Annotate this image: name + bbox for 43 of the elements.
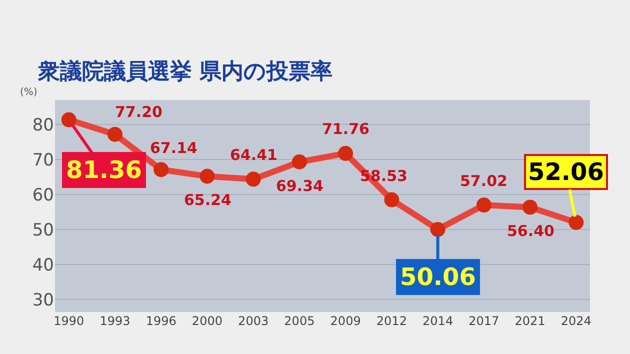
y-tick-label: 60 [32, 186, 54, 206]
x-tick-label: 1993 [100, 314, 130, 328]
text: 69.34 [276, 177, 324, 195]
x-tick-label: 2012 [376, 314, 407, 328]
point [568, 214, 584, 230]
x-tick-label: 2017 [468, 314, 500, 328]
x-tick-label: 2003 [238, 314, 269, 328]
point [246, 172, 261, 187]
point [107, 126, 122, 142]
point [200, 168, 215, 184]
x-tick-label: 1990 [54, 314, 84, 328]
point [430, 222, 446, 237]
y-axis-title: (%) [20, 87, 38, 98]
point [384, 192, 400, 208]
y-tick-label: 30 [32, 290, 54, 311]
text: 56.40 [507, 222, 554, 240]
point [476, 198, 492, 213]
point [338, 146, 354, 161]
chart-title: 衆議院議員選挙 県内の投票率 [36, 58, 332, 84]
text: 67.14 [150, 139, 198, 157]
y-tick-label: 40 [32, 256, 54, 276]
text: 77.20 [115, 103, 162, 121]
point [61, 112, 76, 128]
point [292, 154, 307, 170]
x-tick-label: 2024 [560, 314, 592, 328]
x-tick-label: 2005 [284, 314, 315, 328]
x-tick-label: 2014 [422, 314, 454, 328]
x-tick-label: 2021 [514, 314, 546, 328]
text: 50.06 [400, 263, 476, 291]
text: 64.41 [230, 146, 278, 164]
x-tick-label: 2000 [192, 314, 222, 328]
text: 65.24 [184, 191, 232, 209]
text: 81.36 [66, 156, 142, 184]
text: 52.06 [528, 158, 604, 186]
point [154, 162, 169, 178]
text: 57.02 [460, 172, 508, 190]
x-tick-label: 1996 [146, 314, 176, 328]
point [522, 200, 538, 215]
text: 71.76 [322, 120, 370, 138]
x-tick-label: 2009 [330, 314, 361, 328]
y-tick-label: 70 [32, 150, 54, 171]
y-tick-label: 80 [32, 115, 54, 136]
y-tick-label: 50 [32, 220, 54, 241]
